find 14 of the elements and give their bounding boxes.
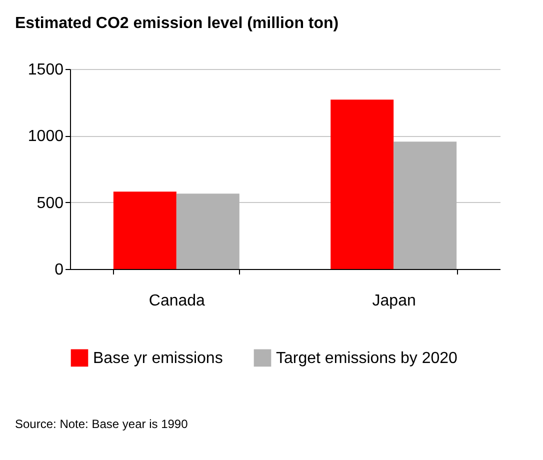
bar	[394, 142, 457, 269]
legend-label: Base yr emissions	[93, 350, 223, 367]
x-tick-label: Japan	[372, 292, 416, 310]
y-tick-label: 1000	[28, 128, 64, 146]
y-tick-label: 0	[54, 262, 64, 278]
bar	[176, 194, 240, 269]
bar	[330, 100, 394, 269]
chart-title: Estimated CO2 emission level (million ton)	[15, 15, 339, 32]
source-note: Source: Note: Base year is 1990	[15, 417, 188, 431]
y-tick-label: 500	[36, 194, 64, 212]
x-tick-label: Canada	[148, 292, 206, 310]
legend-label: Target emissions by 2020	[276, 350, 458, 367]
bar	[113, 192, 176, 269]
y-tick-label: 1500	[28, 62, 64, 78]
